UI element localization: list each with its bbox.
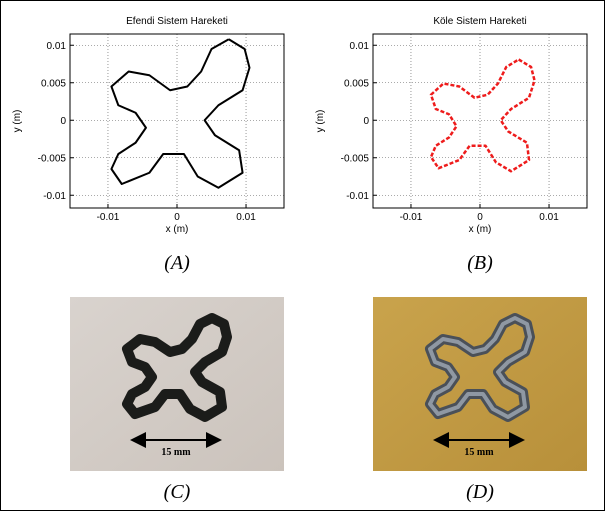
caption: (D) (466, 481, 494, 503)
y-tick-label: 0.005 (344, 78, 369, 89)
x-tick-label: 0.01 (236, 212, 256, 223)
x-tick-label: 0.01 (539, 212, 559, 223)
photo-c: 15 mm (70, 297, 284, 471)
scale-label: 15 mm (464, 447, 494, 458)
x-tick-label: -0.01 (97, 212, 120, 223)
y-tick-label: -0.01 (43, 191, 66, 202)
x-axis-label: x (m) (469, 224, 492, 235)
y-tick-label: -0.01 (346, 191, 369, 202)
scale-label: 15 mm (161, 447, 191, 458)
y-tick-label: -0.005 (341, 153, 370, 164)
y-tick-label: 0.01 (47, 41, 67, 52)
caption: (C) (164, 481, 191, 503)
y-axis-label: y (m) (12, 110, 23, 133)
chart-title: Köle Sistem Hareketi (433, 16, 526, 27)
y-tick-label: 0.005 (41, 78, 66, 89)
y-axis-label: y (m) (315, 110, 326, 133)
x-axis-label: x (m) (166, 224, 189, 235)
y-tick-label: 0.01 (350, 41, 370, 52)
figure-canvas: 15 mm 15 mm (A) (B) (C) (D) -0.01 0 0.01 -0… (1, 1, 604, 510)
y-tick-label: 0 (363, 116, 369, 127)
caption: (A) (164, 252, 190, 274)
y-tick-label: -0.005 (38, 153, 67, 164)
x-tick-label: 0 (477, 212, 483, 223)
photo-d: 15 mm (373, 297, 587, 471)
chart-title: Efendi Sistem Hareketi (126, 16, 228, 27)
x-tick-label: 0 (174, 212, 180, 223)
x-tick-label: -0.01 (400, 212, 423, 223)
figure: 15 mm 15 mm (A) (B) (C) (D) -0.01 0 0.01 -0… (0, 0, 605, 511)
caption: (B) (467, 252, 493, 274)
y-tick-label: 0 (60, 116, 66, 127)
